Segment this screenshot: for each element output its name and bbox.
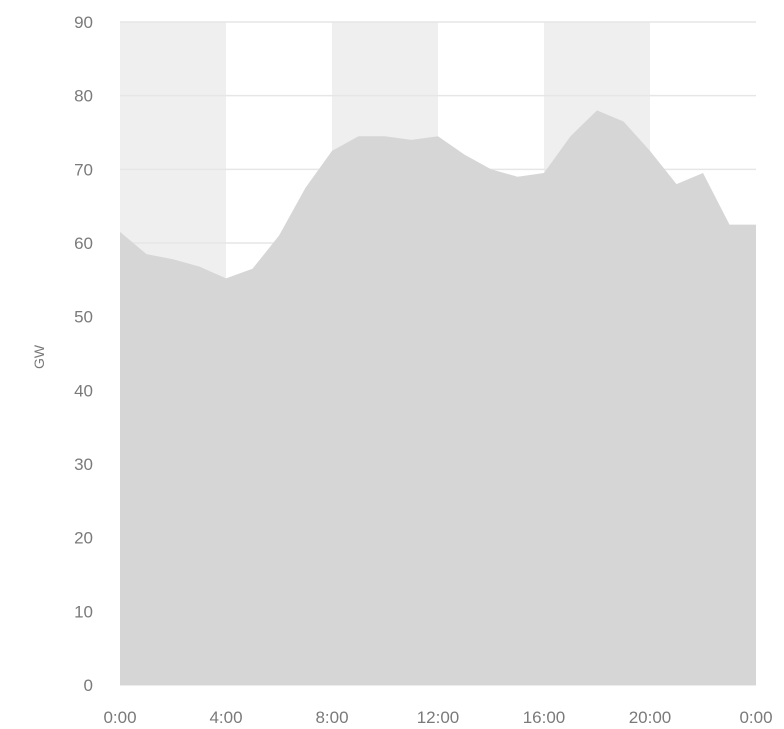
y-tick-label: 60 xyxy=(74,234,93,253)
x-tick-label: 12:00 xyxy=(417,708,460,727)
x-tick-label: 4:00 xyxy=(209,708,242,727)
x-tick-label: 16:00 xyxy=(523,708,566,727)
x-tick-label: 0:00 xyxy=(103,708,136,727)
x-axis-ticks: 0:00 4:00 8:00 12:00 16:00 20:00 0:00 xyxy=(103,708,772,727)
y-tick-label: 90 xyxy=(74,13,93,32)
x-tick-label: 20:00 xyxy=(629,708,672,727)
y-tick-label: 0 xyxy=(84,676,93,695)
area-series xyxy=(120,110,756,685)
y-tick-label: 80 xyxy=(74,87,93,106)
y-tick-label: 70 xyxy=(74,160,93,179)
x-tick-label: 8:00 xyxy=(315,708,348,727)
y-tick-label: 50 xyxy=(74,308,93,327)
y-axis-title: GW xyxy=(31,344,47,369)
x-tick-label: 0:00 xyxy=(739,708,772,727)
y-tick-label: 30 xyxy=(74,455,93,474)
y-axis-ticks: 0 10 20 30 40 50 60 70 80 90 xyxy=(74,13,93,695)
y-tick-label: 10 xyxy=(74,602,93,621)
y-tick-label: 40 xyxy=(74,381,93,400)
area-fill xyxy=(120,110,756,685)
y-tick-label: 20 xyxy=(74,529,93,548)
